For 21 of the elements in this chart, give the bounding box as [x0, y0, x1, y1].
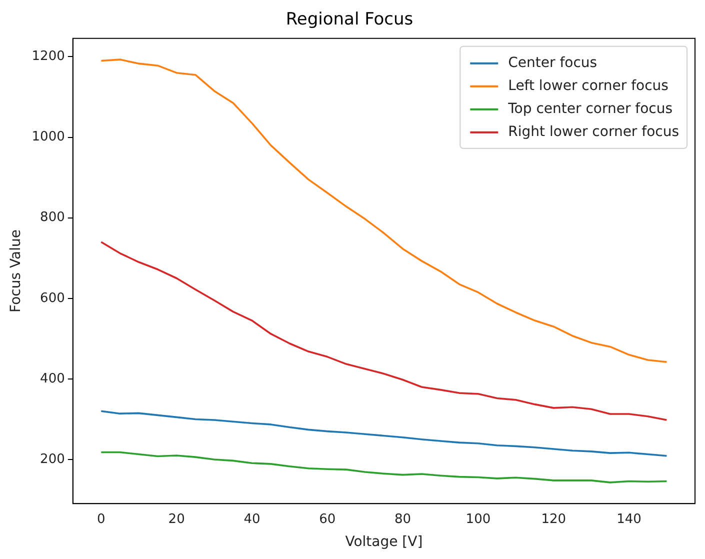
y-tick-label: 600 — [40, 290, 65, 306]
x-tick-label: 140 — [616, 512, 642, 527]
y-tick-label: 1000 — [32, 130, 65, 145]
y-tick-label: 1200 — [32, 49, 65, 64]
legend-label: Right lower corner focus — [508, 124, 680, 140]
y-tick-label: 200 — [40, 452, 65, 467]
x-tick-label: 0 — [97, 512, 106, 527]
legend-label: Center focus — [508, 55, 598, 72]
x-tick-label: 60 — [319, 512, 336, 527]
x-axis-title: Voltage [V] — [345, 534, 423, 550]
legend-label: Top center corner focus — [507, 101, 673, 118]
x-tick-label: 80 — [394, 512, 412, 527]
y-tick-label: 800 — [40, 210, 65, 226]
x-tick-label: 40 — [244, 512, 260, 527]
y-axis-title: Focus Value — [8, 230, 24, 312]
x-tick-label: 20 — [168, 512, 185, 527]
chart-title: Regional Focus — [286, 10, 414, 30]
x-tick-label: 100 — [466, 512, 491, 527]
legend-label: Left lower corner focus — [508, 78, 668, 94]
x-tick-label: 120 — [541, 512, 566, 527]
y-tick-label: 400 — [40, 371, 65, 386]
